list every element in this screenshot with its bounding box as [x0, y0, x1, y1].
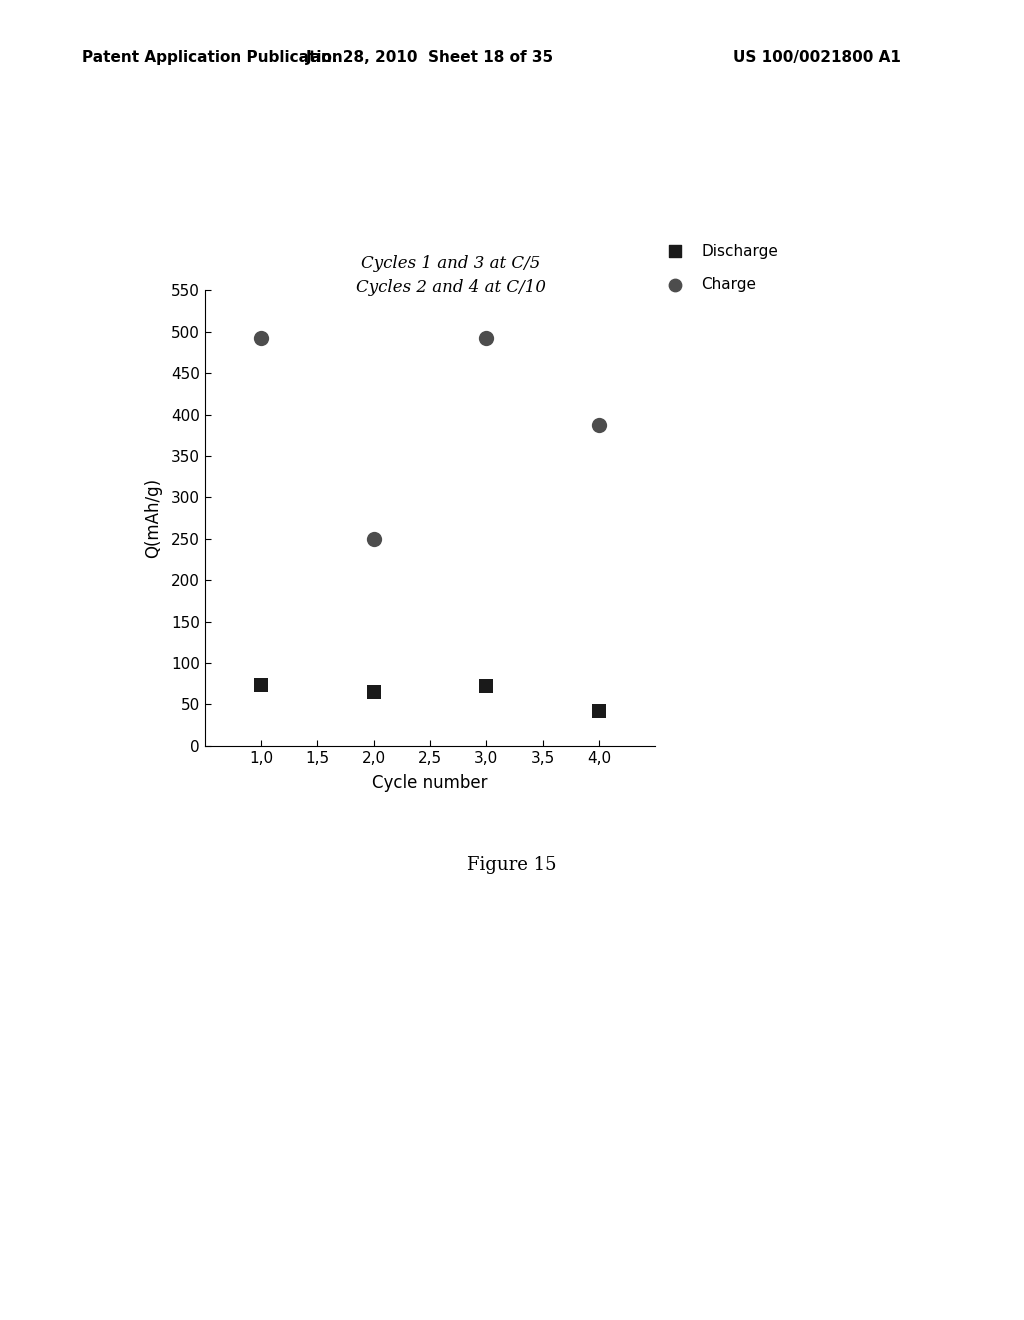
Text: Figure 15: Figure 15 [467, 855, 557, 874]
Text: Cycles 1 and 3 at C/5: Cycles 1 and 3 at C/5 [360, 256, 541, 272]
Point [253, 675, 269, 696]
Point [591, 701, 607, 722]
Point [667, 240, 683, 261]
Text: Patent Application Publication: Patent Application Publication [82, 50, 343, 65]
Text: Cycles 2 and 4 at C/10: Cycles 2 and 4 at C/10 [355, 280, 546, 296]
Point [366, 528, 382, 549]
X-axis label: Cycle number: Cycle number [373, 774, 487, 792]
Text: Charge: Charge [701, 277, 757, 292]
Point [478, 327, 495, 348]
Point [478, 676, 495, 697]
Point [366, 681, 382, 702]
Text: Jan. 28, 2010  Sheet 18 of 35: Jan. 28, 2010 Sheet 18 of 35 [306, 50, 554, 65]
Text: US 100/0021800 A1: US 100/0021800 A1 [733, 50, 901, 65]
Y-axis label: Q(mAh/g): Q(mAh/g) [144, 478, 163, 558]
Text: Discharge: Discharge [701, 244, 778, 259]
Point [591, 414, 607, 436]
Point [667, 275, 683, 296]
Point [253, 327, 269, 348]
